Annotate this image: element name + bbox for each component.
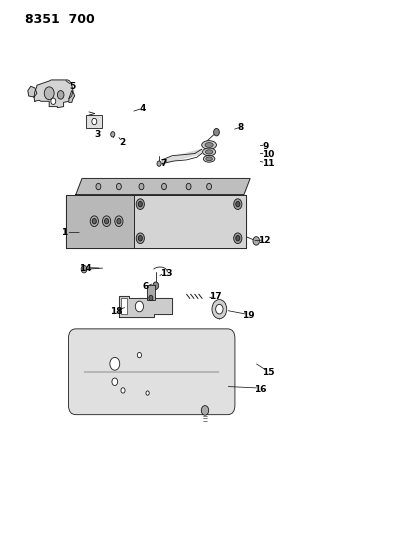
Text: 5: 5 [70,82,76,91]
Ellipse shape [203,156,214,162]
Polygon shape [65,195,245,248]
Bar [86,115,102,128]
Circle shape [235,236,239,241]
Circle shape [146,391,149,395]
Circle shape [92,118,97,125]
Text: 4: 4 [139,104,146,113]
Circle shape [136,199,144,209]
Text: 16: 16 [254,385,266,393]
Circle shape [117,219,121,224]
Circle shape [235,201,239,207]
Text: 7: 7 [160,159,166,167]
Text: 18: 18 [110,308,122,316]
Circle shape [110,358,119,370]
Circle shape [115,216,123,227]
Ellipse shape [205,150,212,154]
Text: 14: 14 [79,264,91,272]
Polygon shape [28,86,37,97]
Circle shape [213,128,219,136]
Circle shape [139,183,144,190]
Bar [65,195,134,248]
Text: 12: 12 [258,236,270,245]
Circle shape [90,216,98,227]
Polygon shape [69,91,74,102]
Circle shape [161,183,166,190]
Circle shape [116,183,121,190]
Circle shape [186,183,191,190]
Text: 8: 8 [237,124,243,132]
Circle shape [44,87,54,100]
Bar [134,195,245,248]
Circle shape [110,132,115,137]
Ellipse shape [201,141,216,149]
Circle shape [92,219,96,224]
Circle shape [201,406,208,415]
Circle shape [136,233,144,244]
Ellipse shape [202,148,215,156]
Circle shape [96,183,101,190]
Polygon shape [119,296,172,317]
Text: 3: 3 [94,131,100,139]
Polygon shape [76,179,249,195]
Text: 15: 15 [262,368,274,376]
Circle shape [252,237,259,245]
Polygon shape [34,80,73,108]
Circle shape [211,300,226,319]
Bar [121,298,127,314]
Circle shape [102,216,110,227]
Text: 6: 6 [142,282,148,291]
Text: 11: 11 [262,159,274,168]
Circle shape [215,304,222,314]
Bar [146,285,155,300]
Ellipse shape [205,157,212,161]
Circle shape [206,183,211,190]
Circle shape [57,91,64,99]
Circle shape [233,233,241,244]
Circle shape [135,301,143,312]
Circle shape [138,201,142,207]
Circle shape [121,388,125,393]
Circle shape [51,98,56,104]
Circle shape [112,378,117,385]
Circle shape [157,161,161,166]
Circle shape [104,219,108,224]
Circle shape [138,236,142,241]
Circle shape [233,199,241,209]
Text: 19: 19 [241,311,254,320]
Text: 8351  700: 8351 700 [25,13,94,26]
Text: 17: 17 [209,293,221,301]
Ellipse shape [204,142,213,147]
FancyBboxPatch shape [68,329,234,415]
Text: 13: 13 [160,269,172,278]
Circle shape [153,282,158,289]
Text: 2: 2 [119,139,125,147]
Polygon shape [162,149,201,164]
Text: 1: 1 [61,229,67,237]
Text: 9: 9 [262,142,268,150]
Circle shape [148,295,153,301]
Circle shape [137,352,141,358]
Text: 10: 10 [262,150,274,159]
Circle shape [81,265,87,273]
